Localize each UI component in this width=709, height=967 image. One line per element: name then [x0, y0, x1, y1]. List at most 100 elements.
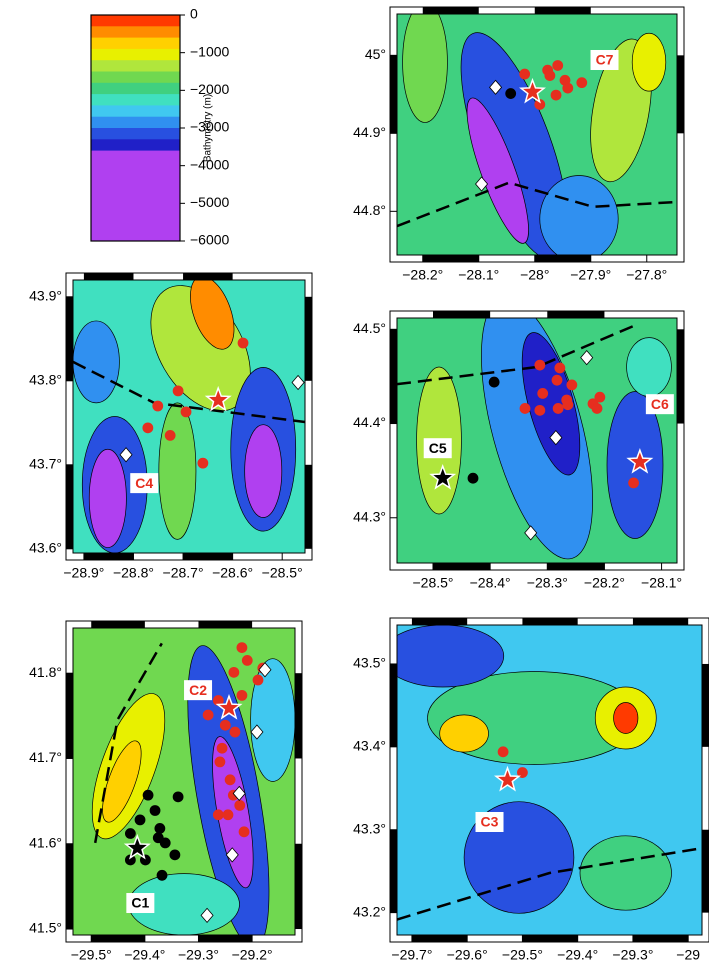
bathymetry-contour	[613, 702, 639, 734]
frame-bar	[632, 618, 689, 625]
bathymetry-contour	[466, 97, 529, 244]
colorbar-band	[91, 150, 180, 163]
event-dot	[238, 826, 250, 838]
cluster-label: C2	[189, 682, 207, 698]
frame-bar	[305, 296, 312, 381]
y-tick-label: 41.7°	[29, 749, 62, 765]
frame-bar	[183, 553, 233, 560]
mainshock-star	[215, 694, 243, 720]
x-tick-label: −28.1°	[458, 267, 499, 283]
event-dot	[552, 60, 564, 71]
x-tick-label: −28.9°	[63, 565, 104, 581]
event-dot	[594, 391, 606, 403]
event-dot	[467, 472, 479, 484]
bathymetry-contour	[88, 448, 127, 548]
y-tick-label: 43.7°	[29, 456, 62, 472]
colorbar-band	[91, 128, 180, 140]
y-tick-label: 44.5°	[353, 320, 386, 336]
colorbar-band	[91, 37, 180, 50]
colorbar-band	[91, 218, 180, 231]
bathymetry-contour	[244, 424, 283, 518]
site-diamond	[549, 430, 563, 446]
event-dot	[216, 742, 228, 754]
colorbar-tick-label: −5000	[190, 194, 230, 210]
frame-bar	[522, 935, 578, 942]
colorbar-band	[91, 48, 180, 61]
cluster-label: C3	[481, 814, 499, 830]
event-dot	[537, 387, 549, 399]
event-dot	[154, 823, 166, 834]
mainshock-star	[626, 448, 654, 474]
colorbar-band	[91, 161, 180, 174]
event-dot	[180, 406, 192, 418]
event-dot	[164, 429, 176, 441]
x-tick-label: −28.1°	[641, 575, 682, 591]
bathymetry-contour	[397, 625, 505, 688]
frame-bar	[66, 843, 73, 930]
frame-bar	[433, 311, 491, 318]
frame-bar	[91, 621, 145, 628]
frame-bar	[390, 663, 397, 747]
frame-bar	[390, 329, 397, 424]
fault-trace	[397, 324, 636, 386]
frame-bar	[183, 273, 233, 280]
event-dot	[224, 774, 236, 786]
frame-bar	[66, 464, 73, 549]
event-dot	[134, 814, 146, 826]
frame-bar	[411, 935, 468, 942]
y-tick-label: 43.2°	[353, 903, 386, 919]
x-tick-label: −29.6°	[447, 947, 488, 963]
event-dot	[534, 99, 546, 110]
frame-bar	[66, 673, 73, 759]
event-dot	[219, 719, 231, 731]
cluster-label: C5	[429, 440, 447, 456]
site-diamond	[119, 447, 133, 463]
frame-bar	[702, 829, 709, 913]
x-tick-label: −29.5°	[71, 947, 112, 963]
colorbar-band	[91, 60, 180, 72]
event-dot	[551, 374, 563, 386]
event-dot	[197, 457, 209, 469]
x-tick-label: −28.2°	[402, 267, 443, 283]
x-tick-label: −28.7°	[163, 565, 204, 581]
x-tick-label: −29.3°	[178, 947, 219, 963]
site-diamond	[232, 785, 246, 802]
frame-bar	[83, 553, 134, 560]
site-diamond	[258, 662, 272, 678]
site-diamond	[489, 79, 503, 95]
frame-bar	[534, 255, 591, 262]
cluster-label: C7	[596, 52, 614, 68]
event-dot	[566, 379, 578, 391]
colorbar-band	[91, 184, 180, 197]
y-tick-label: 43.3°	[353, 820, 386, 836]
frame-bar	[547, 311, 605, 318]
event-dot	[497, 746, 509, 758]
event-dot	[554, 362, 566, 374]
colorbar-tick-label: 0	[190, 6, 198, 22]
cluster-label: C6	[651, 396, 669, 412]
y-tick-label: 43.5°	[353, 655, 386, 671]
label-box	[645, 394, 674, 415]
frame-bar	[198, 935, 253, 942]
event-dot	[252, 674, 264, 686]
mainshock-star	[519, 77, 546, 104]
cluster-label: C4	[135, 475, 153, 491]
event-dot	[214, 756, 226, 768]
colorbar-band	[91, 26, 180, 39]
frame-bar	[411, 618, 468, 625]
colorbar-band	[91, 139, 180, 152]
y-tick-label: 44.4°	[353, 414, 386, 430]
event-dot	[505, 88, 517, 99]
colorbar-band	[91, 207, 180, 219]
label-box	[184, 680, 213, 701]
x-tick-label: −29.4°	[124, 947, 165, 963]
x-tick-label: −27.8°	[626, 267, 667, 283]
frame-bar	[547, 563, 605, 570]
event-dot	[534, 404, 546, 416]
frame-bar	[422, 255, 479, 262]
bathymetry-contour	[73, 320, 120, 404]
site-diamond	[580, 349, 594, 366]
frame-bar	[198, 621, 253, 628]
x-tick-label: −28.5°	[412, 575, 453, 591]
y-tick-label: 44.8°	[353, 202, 386, 218]
